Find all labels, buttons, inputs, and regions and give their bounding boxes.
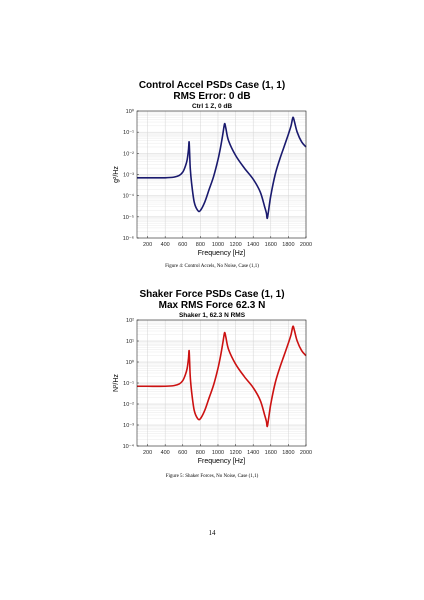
psd-series-line [136, 116, 307, 220]
x-tick-label: 1200 [229, 242, 241, 248]
x-tick-label: 600 [178, 450, 187, 456]
y-tick-label: 10² [126, 318, 134, 324]
figure-title-line2: Max RMS Force 62.3 N [158, 300, 266, 311]
axes-subtitle: Shaker 1, 62.3 N RMS [178, 312, 246, 319]
y-axis-label: N²/Hz [113, 374, 120, 392]
x-tick-label: 600 [178, 242, 187, 248]
y-tick-label: 10⁰ [126, 108, 135, 115]
x-tick-label: 1400 [247, 450, 259, 456]
y-tick-label: 10⁻³ [123, 423, 134, 429]
y-tick-label: 10⁻² [123, 151, 134, 157]
x-tick-label: 1000 [212, 242, 224, 248]
x-tick-label: 400 [161, 242, 170, 248]
x-tick-label: 1200 [229, 450, 241, 456]
figure-title-line1: Shaker Force PSDs Case (1, 1) [139, 289, 285, 300]
x-tick-label: 1600 [265, 242, 277, 248]
figure-title-line1: Control Accel PSDs Case (1, 1) [138, 80, 286, 91]
x-tick-label: 2000 [300, 450, 312, 456]
y-tick-label: 10⁻⁴ [123, 193, 135, 200]
y-tick-label: 10⁻² [123, 402, 134, 408]
y-tick-label: 10⁰ [126, 359, 135, 366]
page-number: 14 [208, 529, 216, 537]
y-tick-label: 10⁻¹ [123, 130, 134, 136]
y-tick-label: 10⁻⁶ [123, 235, 134, 242]
x-tick-label: 1800 [282, 450, 294, 456]
y-tick-label: 10⁻⁴ [123, 443, 135, 450]
x-tick-label: 800 [196, 450, 205, 456]
y-tick-label: 10¹ [126, 339, 134, 345]
figure-title-line2: RMS Error: 0 dB [173, 91, 251, 102]
x-tick-label: 800 [196, 242, 205, 248]
axes-subtitle: Ctrl 1 Z, 0 dB [191, 103, 233, 110]
figure-caption: Figure 5: Shaker Forces, No Noise, Case … [165, 474, 259, 479]
y-tick-label: 10⁻¹ [123, 381, 134, 387]
x-tick-label: 200 [143, 450, 152, 456]
x-tick-label: 1600 [265, 450, 277, 456]
x-tick-label: 2000 [300, 242, 312, 248]
x-tick-label: 400 [161, 450, 170, 456]
x-tick-label: 1800 [282, 242, 294, 248]
y-tick-label: 10⁻³ [123, 173, 134, 179]
x-tick-label: 1000 [212, 450, 224, 456]
x-axis-label: Frequency [Hz] [198, 250, 246, 257]
x-axis-label: Frequency [Hz] [198, 458, 246, 465]
y-tick-label: 10⁻⁵ [123, 214, 134, 221]
x-tick-label: 200 [143, 242, 152, 248]
psd-series-line [137, 325, 307, 428]
figure-caption: Figure 4: Control Accels, No Noise, Case… [165, 264, 259, 269]
y-axis-label: g²/Hz [113, 166, 120, 183]
x-tick-label: 1400 [247, 242, 259, 248]
